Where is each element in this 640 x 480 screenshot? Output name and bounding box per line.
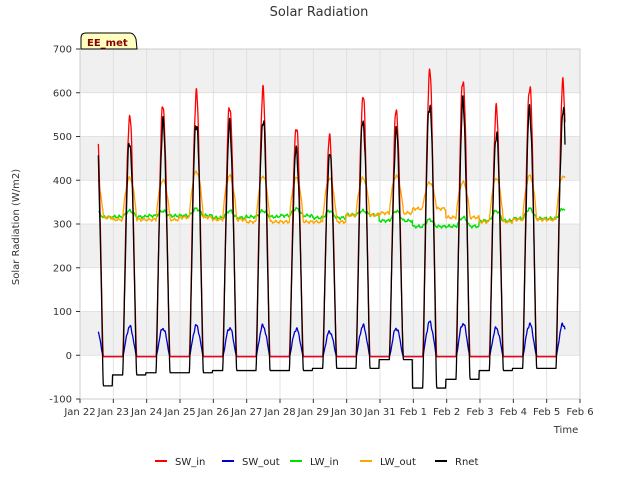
x-tick-label: Feb 1 (400, 407, 427, 418)
legend: SW_in SW_out LW_in LW_out Rnet (155, 457, 478, 468)
band (80, 224, 580, 268)
y-tick-label: 200 (53, 263, 72, 274)
x-tick-label: Jan 24 (130, 407, 162, 418)
badge-shape (80, 32, 138, 50)
legend-label: SW_in (175, 457, 205, 468)
x-tick-label: Jan 31 (363, 407, 395, 418)
y-tick-label: 700 (53, 45, 72, 56)
y-tick-label: 500 (53, 132, 72, 143)
legend-label: LW_in (310, 457, 339, 468)
y-tick-label: 100 (53, 307, 72, 318)
y-tick-label: 300 (53, 220, 72, 231)
y-tick-label: 400 (53, 176, 72, 187)
x-tick-label: Jan 28 (263, 407, 295, 418)
station-badge: EE_met (80, 32, 138, 50)
y-tick-label: 600 (53, 88, 72, 99)
y-tick-label: 0 (66, 351, 72, 362)
series-line-rnet (97, 95, 566, 389)
legend-label: Rnet (455, 457, 478, 468)
x-tick-label: Jan 22 (63, 407, 95, 418)
y-axis-ticks: -100 0 100 200 300 400 500 600 700 (49, 45, 80, 406)
series-lines (97, 68, 566, 389)
badge-label: EE_met (87, 38, 128, 49)
x-axis-ticks: Jan 22 Jan 23 Jan 24 Jan 25 Jan 26 Jan 27 Jan … (63, 399, 594, 418)
y-tick-label: -100 (49, 395, 72, 406)
x-tick-label: Feb 2 (433, 407, 460, 418)
x-tick-label: Feb 3 (466, 407, 493, 418)
x-tick-label: Feb 5 (533, 407, 560, 418)
x-tick-label: Feb 4 (500, 407, 527, 418)
legend-label: LW_out (380, 457, 416, 468)
x-tick-label: Feb 6 (566, 407, 593, 418)
y-axis-title: Solar Radiation (W/m2) (11, 169, 22, 285)
chart-title: Solar Radiation (270, 5, 369, 20)
x-tick-label: Jan 27 (230, 407, 262, 418)
x-tick-label: Jan 30 (330, 407, 362, 418)
band (80, 49, 580, 93)
x-tick-label: Jan 23 (97, 407, 129, 418)
x-tick-label: Jan 26 (197, 407, 229, 418)
x-tick-label: Jan 25 (163, 407, 195, 418)
legend-label: SW_out (242, 457, 280, 468)
x-axis-title: Time (553, 425, 578, 436)
x-tick-label: Jan 29 (297, 407, 329, 418)
